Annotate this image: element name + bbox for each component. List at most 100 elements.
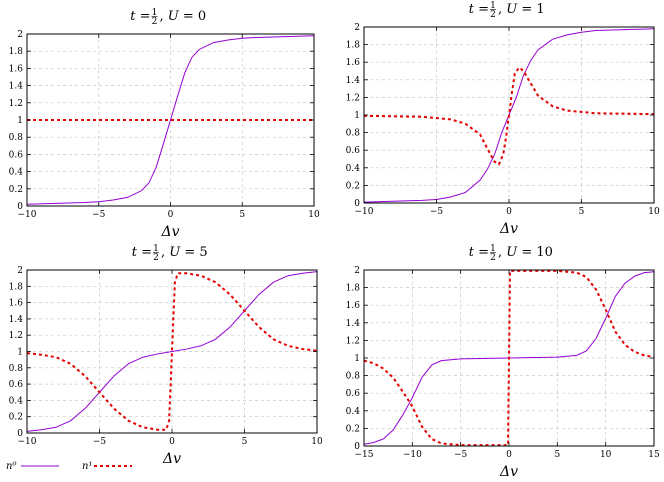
y-tick-label: 0.4 (346, 164, 361, 174)
y-tick-label: 0 (354, 442, 360, 452)
title-fraction-denominator: 2 (490, 253, 496, 263)
y-tick-label: 0 (17, 202, 23, 212)
title-fraction-numerator: 1 (490, 1, 496, 11)
x-tick-label: −5 (430, 207, 444, 217)
x-tick-label: −15 (355, 450, 374, 460)
chart-title: t = 12, U = 0 (130, 8, 206, 27)
y-tick-label: 1.8 (346, 41, 361, 51)
y-tick-label: 1 (17, 116, 23, 126)
y-tick-label: 0.8 (9, 364, 24, 374)
y-tick-label: 0.2 (346, 181, 360, 191)
y-tick-label: 1 (17, 348, 23, 358)
series-n0-line (26, 271, 318, 432)
title-fraction-denominator: 2 (490, 10, 496, 20)
y-tick-label: 0.6 (9, 150, 24, 160)
x-tick-label: −5 (92, 210, 106, 220)
y-tick-label: 2 (17, 30, 23, 40)
x-axis-label: Δv (162, 451, 181, 467)
x-tick-label: 5 (242, 437, 248, 447)
series-n1-line (363, 66, 655, 166)
title-u: , U = 10 (498, 245, 553, 260)
x-axis-label: Δv (160, 224, 179, 240)
y-tick-label: 0.4 (9, 396, 24, 406)
y-tick-label: 0 (354, 199, 360, 209)
y-tick-label: 2 (354, 266, 360, 276)
chart-2: −10 −5 0 5 10 0 0.2 0.4 0.6 0.8 1 1.2 1.4 1.6 1.8 2 Δv t … (346, 1, 660, 237)
y-tick-label: 1 (354, 111, 360, 121)
chart-title: t = 12, U = 1 (469, 1, 545, 20)
x-axis-label: Δv (499, 221, 518, 237)
y-tick-label: 1.4 (9, 82, 24, 92)
y-tick-label: 1.8 (9, 282, 24, 292)
x-tick-label: −10 (355, 207, 374, 217)
y-tick-label: 1 (354, 354, 360, 364)
y-tick-label: 0.4 (346, 407, 361, 417)
y-tick-label: 1.6 (9, 299, 24, 309)
y-tick-label: 0.6 (9, 380, 24, 390)
legend-label-n0: n⁰ (6, 461, 16, 472)
y-tick-label: 1.6 (346, 301, 361, 311)
legend-label-n1: n¹ (82, 461, 92, 472)
title-fraction-numerator: 1 (152, 8, 158, 18)
y-tick-label: 1.6 (346, 58, 361, 68)
x-tick-label: −10 (403, 450, 422, 460)
y-tick-label: 0.2 (9, 185, 23, 195)
title-t: t = (132, 245, 152, 260)
x-tick-label: 15 (648, 450, 660, 460)
chart-title: t = 12, U = 10 (469, 244, 553, 263)
y-tick-label: 2 (17, 266, 23, 276)
x-axis-label: Δv (499, 464, 518, 480)
x-tick-label: 5 (579, 207, 585, 217)
x-tick-label: −5 (93, 437, 107, 447)
y-tick-label: 1.2 (9, 331, 23, 341)
y-tick-label: 0.2 (346, 424, 360, 434)
y-tick-label: 0.8 (346, 129, 361, 139)
y-tick-label: 0.6 (346, 389, 361, 399)
y-tick-label: 2 (354, 23, 360, 33)
chart-4: −15 −10 −5 0 5 10 15 0 0.2 0.4 0.6 0.8 1 1.2 1.4 1.6 1.8… (346, 244, 660, 480)
chart-title: t = 12, U = 5 (132, 244, 208, 263)
y-tick-label: 1.4 (346, 319, 361, 329)
y-tick-label: 1.4 (346, 76, 361, 86)
title-u: , U = 0 (160, 9, 207, 24)
series-n0-line (26, 35, 315, 205)
y-tick-label: 1.4 (9, 315, 24, 325)
y-tick-label: 0 (17, 429, 23, 439)
x-tick-label: 10 (648, 207, 660, 217)
x-tick-label: 10 (308, 210, 320, 220)
y-tick-label: 1.8 (9, 47, 24, 57)
title-fraction-denominator: 2 (153, 253, 159, 263)
y-tick-label: 1.2 (346, 93, 360, 103)
title-fraction-numerator: 1 (153, 244, 159, 254)
y-tick-label: 0.4 (9, 168, 24, 178)
chart-3: −10 −5 0 5 10 0 0.2 0.4 0.6 0.8 1 1.2 1.4 1.6 1.8 2 Δv t … (9, 244, 323, 467)
x-tick-label: 0 (506, 450, 512, 460)
y-tick-label: 0.8 (9, 133, 24, 143)
chart-1: −10 −5 0 5 10 0 0.2 0.4 0.6 0.8 1 1.2 1.4 1.6 1.8 2 Δv t … (9, 8, 320, 240)
x-tick-label: 10 (600, 450, 612, 460)
y-tick-label: 1.8 (346, 284, 361, 294)
y-tick-label: 0.8 (346, 372, 361, 382)
y-tick-label: 0.2 (9, 413, 23, 423)
title-fraction-denominator: 2 (152, 17, 158, 27)
x-tick-label: −10 (18, 437, 37, 447)
x-tick-label: 0 (506, 207, 512, 217)
x-tick-label: 10 (311, 437, 323, 447)
x-tick-label: −5 (454, 450, 468, 460)
x-tick-label: −10 (18, 210, 37, 220)
x-tick-label: 5 (239, 210, 245, 220)
title-t: t = (469, 245, 489, 260)
y-tick-label: 0.6 (346, 146, 361, 156)
y-tick-label: 1.2 (9, 99, 23, 109)
title-u: , U = 5 (161, 245, 208, 260)
title-t: t = (130, 9, 150, 24)
legend: n⁰ n¹ (6, 461, 132, 472)
y-tick-label: 1.2 (346, 336, 360, 346)
title-fraction-numerator: 1 (490, 244, 496, 254)
title-t: t = (469, 2, 489, 17)
x-tick-label: 5 (554, 450, 560, 460)
x-tick-label: 0 (168, 210, 174, 220)
title-u: , U = 1 (498, 2, 545, 17)
series-n1-line (363, 269, 655, 447)
